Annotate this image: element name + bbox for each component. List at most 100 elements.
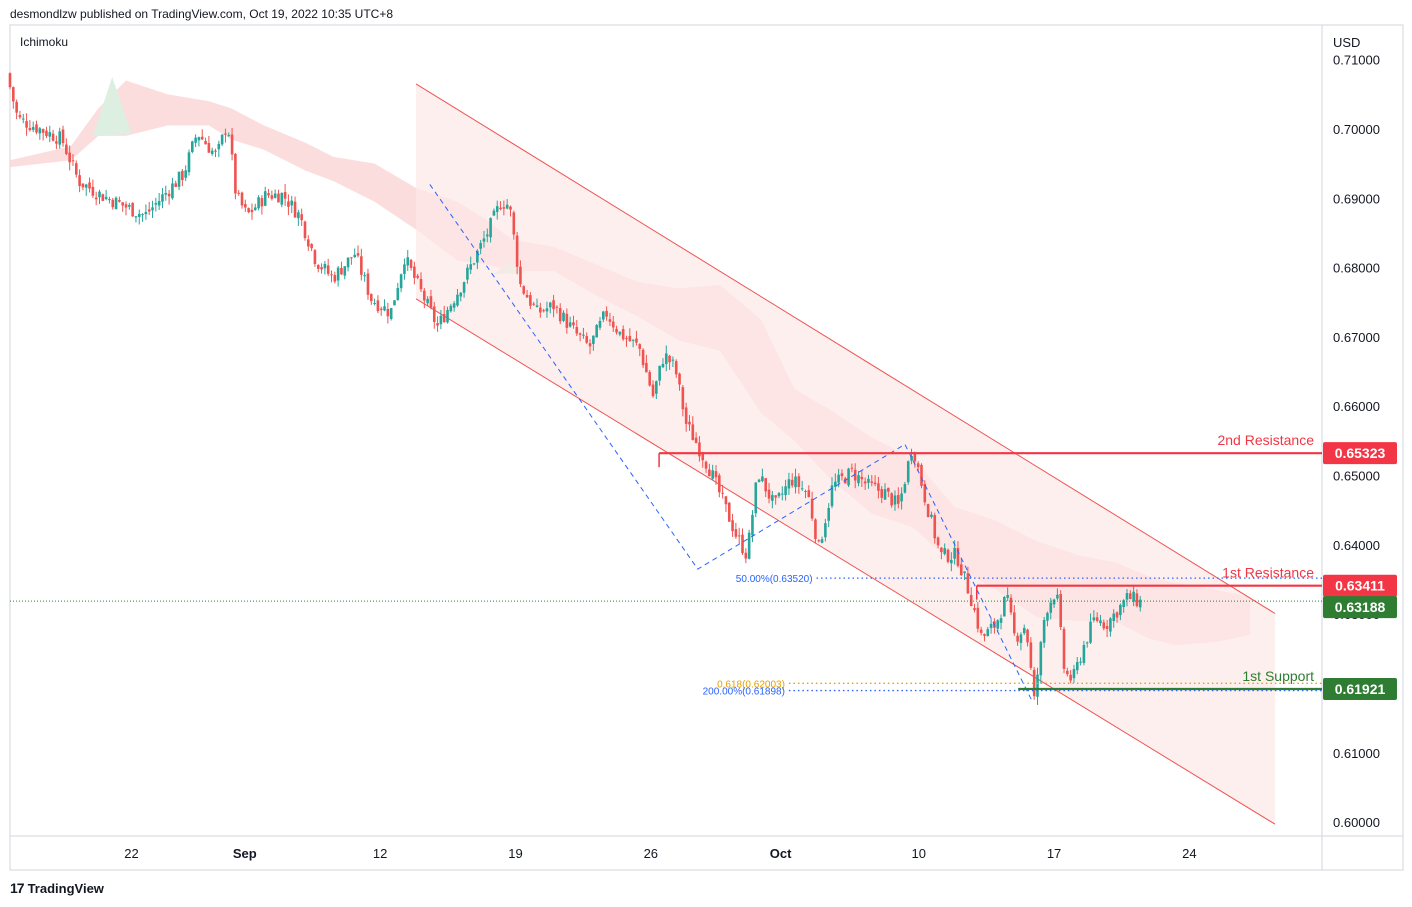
candle-down (628, 335, 632, 341)
candle-up (963, 571, 966, 574)
candle-down (1032, 669, 1036, 697)
tradingview-logo[interactable]: 17 TradingView (10, 880, 104, 896)
candle-down (688, 421, 691, 425)
candle-up (31, 127, 35, 130)
candle-up (38, 128, 42, 134)
fib-level-label: 50.00%(0.63520) (736, 574, 813, 585)
candle-down (973, 608, 976, 611)
candle-down (946, 549, 950, 563)
candle-up (545, 308, 549, 312)
candle-up (263, 191, 267, 206)
fib-zigzag-line[interactable] (429, 184, 1033, 702)
candle-up (664, 353, 668, 364)
ichimoku-cloud-bullish (92, 76, 132, 136)
candle-down (224, 133, 227, 135)
candle-down (369, 294, 373, 302)
candle-down (588, 343, 592, 347)
candle-up (1072, 669, 1076, 679)
candle-down (979, 629, 983, 633)
candle-up (194, 137, 197, 143)
candle-up (476, 250, 479, 263)
candle-up (187, 152, 191, 173)
candle-down (555, 306, 559, 308)
candle-up (1112, 613, 1116, 621)
candle-down (356, 253, 360, 256)
channel-lower-line[interactable] (415, 298, 1276, 825)
candle-up (747, 532, 751, 559)
candle-up (466, 267, 469, 280)
candle-down (250, 209, 254, 213)
candle-down (94, 197, 98, 200)
candle-up (757, 479, 761, 482)
channel-upper-line[interactable] (415, 83, 1276, 614)
candle-up (1006, 595, 1009, 598)
candle-up (177, 171, 181, 187)
candle-up (661, 363, 665, 368)
candle-down (890, 493, 893, 506)
candle-down (45, 130, 48, 137)
candle-down (983, 634, 986, 636)
candle-down (386, 308, 390, 317)
candle-down (71, 160, 75, 162)
candle-up (751, 514, 754, 536)
candle-up (827, 507, 830, 521)
candle-up (297, 212, 300, 219)
candle-down (303, 221, 307, 239)
candle-up (592, 335, 595, 344)
candle-down (525, 294, 529, 298)
candle-up (1022, 627, 1026, 634)
candle-up (771, 495, 774, 501)
candle-down (1026, 629, 1029, 643)
candle-up (336, 267, 340, 281)
candle-up (134, 216, 138, 218)
candle-up (906, 461, 910, 483)
candle-down (1102, 622, 1106, 629)
support-price-badge (1323, 677, 1397, 700)
candle-down (436, 323, 439, 326)
candle-down (714, 471, 718, 478)
candle-up (227, 135, 231, 137)
candle-down (8, 73, 12, 88)
candle-down (310, 243, 313, 249)
candle-down (873, 482, 877, 485)
candle-down (174, 183, 178, 187)
candle-down (936, 537, 940, 546)
candle-down (81, 183, 85, 188)
price-axis-tick: 0.71000 (1333, 53, 1380, 68)
candle-up (469, 264, 473, 270)
candle-down (1069, 674, 1072, 681)
candle-down (641, 349, 645, 366)
candle-down (300, 214, 303, 221)
candle-up (104, 196, 108, 200)
resistance-price-badge (1323, 574, 1397, 597)
candle-up (220, 134, 224, 145)
candle-down (35, 124, 38, 133)
candle-up (343, 266, 347, 276)
candle-down (230, 134, 234, 155)
candle-up (154, 203, 158, 205)
candle-up (1042, 619, 1046, 643)
indicator-legend[interactable]: Ichimoku (20, 35, 69, 49)
candle-down (1029, 642, 1033, 668)
candle-up (403, 264, 406, 274)
candle-down (767, 489, 771, 499)
currency-label: USD (1333, 35, 1360, 50)
candle-down (877, 483, 880, 491)
candle-down (237, 192, 241, 194)
candle-down (429, 296, 433, 308)
candle-down (774, 495, 777, 498)
candle-down (621, 329, 625, 340)
candle-up (197, 137, 201, 141)
price-axis-tick: 0.64000 (1333, 538, 1380, 553)
candle-up (893, 495, 897, 505)
time-axis-tick: 19 (508, 846, 522, 861)
candle-down (896, 495, 900, 504)
candle-down (340, 267, 343, 275)
candle-down (741, 534, 744, 554)
candle-down (61, 129, 65, 144)
candle-down (519, 266, 522, 285)
candle-up (1056, 594, 1059, 599)
candle-up (820, 539, 824, 543)
candle-up (253, 207, 257, 211)
